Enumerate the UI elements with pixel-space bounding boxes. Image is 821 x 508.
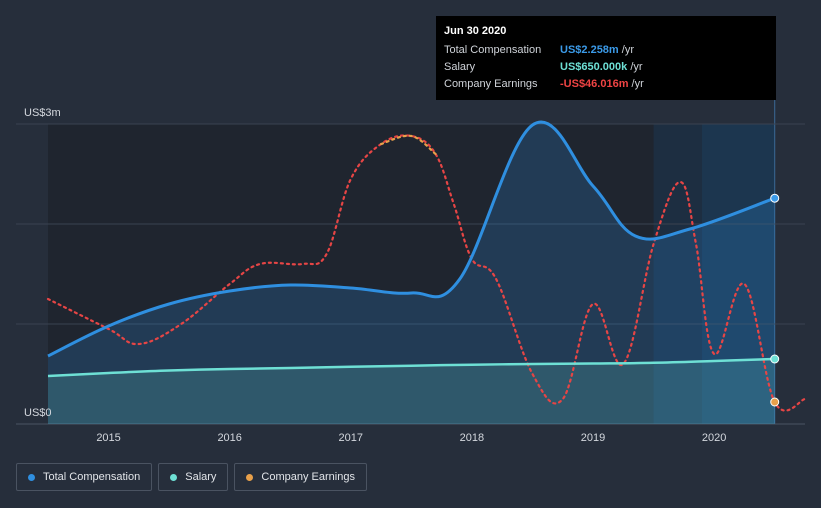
series-areas xyxy=(48,122,775,424)
hover-tooltip: Jun 30 2020 Total Compensation US$2.258m … xyxy=(436,16,776,100)
legend-label: Salary xyxy=(185,471,217,483)
x-tick-label: 2020 xyxy=(702,432,726,444)
axis-labels: US$0 US$3m 2015 2016 2017 2018 2019 2020 xyxy=(24,107,726,444)
legend-dot-icon xyxy=(28,473,35,481)
tooltip-value: US$650.000k xyxy=(560,61,628,73)
x-tick-label: 2018 xyxy=(460,432,484,444)
tooltip-row-total-compensation: Total Compensation US$2.258m /yr xyxy=(444,42,768,59)
end-marker-total-compensation xyxy=(770,193,780,203)
tooltip-label: Salary xyxy=(444,61,476,73)
grid-lines xyxy=(16,123,805,425)
x-tick-label: 2015 xyxy=(96,432,120,444)
tooltip-date: Jun 30 2020 xyxy=(444,25,507,37)
end-marker-salary xyxy=(770,354,780,364)
tooltip-label: Total Compensation xyxy=(444,44,542,56)
legend-dot-icon xyxy=(246,473,254,481)
x-tick-label: 2016 xyxy=(217,432,241,444)
legend-item-company-earnings[interactable]: Company Earnings xyxy=(234,463,367,491)
company-earnings-highlight xyxy=(380,134,437,156)
salary-line xyxy=(47,357,775,378)
salary-area xyxy=(48,359,775,424)
tooltip-row-salary: Salary US$650.000k /yr xyxy=(444,59,768,76)
forecast-band-inner xyxy=(702,124,775,424)
y-tick-label: US$3m xyxy=(24,107,61,119)
y-tick-label: US$0 xyxy=(24,407,52,419)
tooltip-row-company-earnings: Company Earnings -US$46.016m /yr xyxy=(444,76,768,93)
x-tick-label: 2017 xyxy=(339,432,363,444)
chart-legend: Total Compensation Salary Company Earnin… xyxy=(16,463,367,491)
legend-label: Total Compensation xyxy=(43,471,141,483)
legend-dot-icon xyxy=(170,473,178,481)
plot-background xyxy=(48,100,776,424)
tooltip-value: -US$46.016m xyxy=(560,78,629,90)
legend-item-total-compensation[interactable]: Total Compensation xyxy=(16,463,153,491)
total-compensation-line xyxy=(47,120,776,358)
end-marker-company-earnings xyxy=(770,397,780,407)
x-tick-label: 2019 xyxy=(581,432,605,444)
legend-label: Company Earnings xyxy=(261,471,355,483)
end-markers xyxy=(770,193,780,407)
tooltip-unit: /yr xyxy=(627,61,643,73)
tooltip-label: Company Earnings xyxy=(444,78,538,90)
tooltip-unit: /yr xyxy=(628,78,644,90)
tooltip-unit: /yr xyxy=(618,44,634,56)
total-compensation-area xyxy=(48,122,775,424)
legend-item-salary[interactable]: Salary xyxy=(158,463,229,491)
tooltip-value: US$2.258m xyxy=(560,44,619,56)
series-lines xyxy=(46,120,807,412)
company-earnings-line xyxy=(46,134,807,412)
